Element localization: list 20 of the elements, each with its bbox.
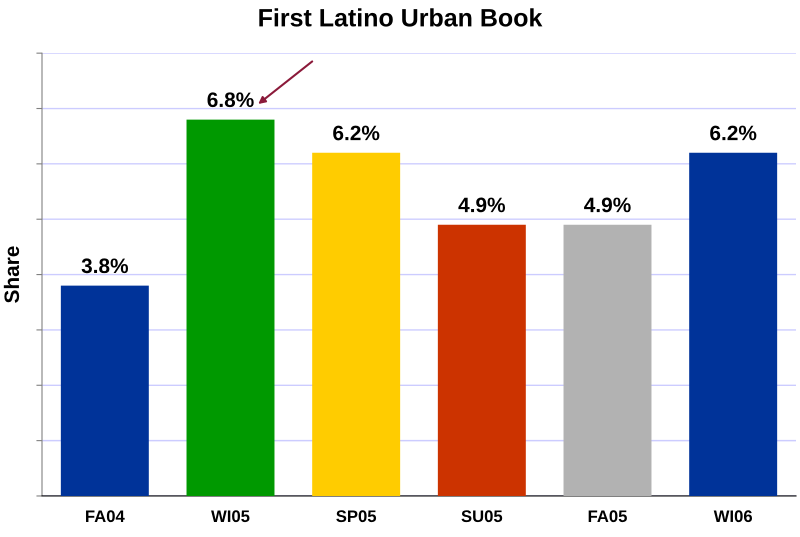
x-tick-label: FA05	[588, 510, 627, 522]
x-tick-label: FA04	[86, 510, 125, 522]
x-tick-label: SP05	[336, 510, 376, 522]
data-label: 3.8%	[82, 258, 128, 274]
data-label: 6.2%	[710, 126, 756, 140]
bar	[186, 120, 274, 496]
bar	[564, 224, 652, 496]
x-tick-label: WI05	[211, 510, 250, 522]
data-label: 4.9%	[458, 198, 506, 212]
bar	[60, 286, 149, 496]
x-tick-label: WI06	[714, 510, 752, 522]
y-axis-title: Share	[4, 246, 20, 303]
x-tick-label: SU05	[461, 510, 502, 522]
bar	[438, 224, 526, 496]
bar	[689, 152, 778, 496]
data-label: 4.9%	[584, 198, 631, 212]
data-label: 6.2%	[333, 126, 380, 140]
data-label: 6.8%	[208, 92, 254, 108]
text: First Latino Urban Book	[259, 8, 542, 27]
bar	[312, 152, 400, 496]
